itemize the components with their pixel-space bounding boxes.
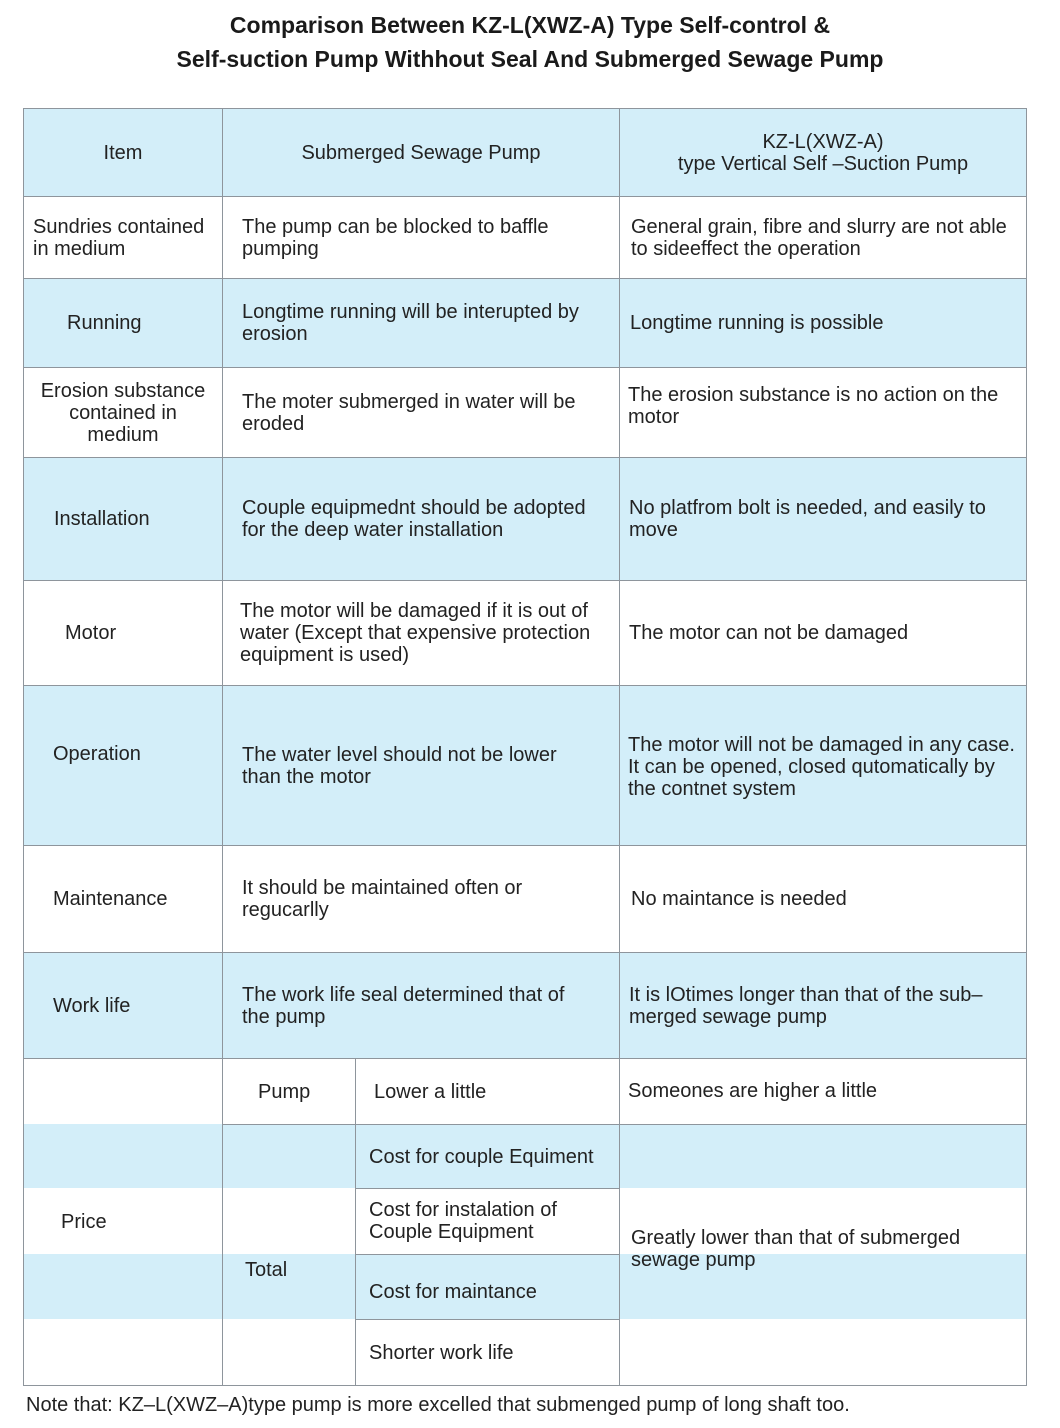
band-price-2	[23, 1254, 1027, 1319]
header-kz-line2: type Vertical Self –Suction Pump	[677, 152, 969, 175]
header-submerged: Submerged Sewage Pump	[222, 108, 620, 197]
row-erosion-submerged: The moter submerged in water will be ero…	[222, 367, 620, 458]
row-running-kz: Longtime running is possible	[619, 278, 1027, 368]
price-total-label: Total	[222, 1124, 356, 1386]
row-running-submerged: Longtime running will be interupted by e…	[222, 278, 620, 368]
row-maintenance-kz: No maintance is needed	[619, 845, 1027, 953]
price-total-item: Cost for maintance	[355, 1254, 620, 1320]
header-kz: KZ-L(XWZ-A) type Vertical Self –Suction …	[619, 108, 1027, 197]
price-total-item: Cost for instalation of Couple Equipment	[355, 1188, 620, 1255]
row-maintenance-item: Maintenance	[23, 845, 223, 953]
title-line-2: Self-suction Pump Withhout Seal And Subm…	[176, 46, 884, 72]
row-sundries-submerged: The pump can be blocked to baffle pumpin…	[222, 196, 620, 279]
band-installation	[23, 457, 1027, 580]
row-erosion-kz: The erosion substance is no action on th…	[619, 367, 1027, 458]
price-item: Price	[23, 1058, 223, 1386]
row-sundries-kz: General grain, fibre and slurry are not …	[619, 196, 1027, 279]
price-pump-label: Pump	[222, 1058, 356, 1125]
band-price-1	[23, 1124, 1027, 1188]
row-motor-kz: The motor can not be damaged	[619, 580, 1027, 686]
band-work-life	[23, 952, 1027, 1058]
row-erosion-item: Erosion substance contained in medium	[23, 367, 223, 458]
price-pump-kz: Someones are higher a little	[619, 1058, 1027, 1125]
band-header	[23, 108, 1027, 196]
row-operation-item: Operation	[23, 685, 223, 846]
row-running-item: Running	[23, 278, 223, 368]
row-motor-item: Motor	[23, 580, 223, 686]
price-total-item: Cost for couple Equiment	[355, 1124, 620, 1189]
row-work-life-kz: It is lOtimes longer than that of the su…	[619, 952, 1027, 1059]
header-item: Item	[23, 108, 223, 197]
row-operation-kz: The motor will not be damaged in any cas…	[619, 685, 1027, 846]
row-installation-item: Installation	[23, 457, 223, 581]
row-work-life-submerged: The work life seal determined that of th…	[222, 952, 620, 1059]
row-installation-submerged: Couple equipmednt should be adopted for …	[222, 457, 620, 581]
price-total-item: Shorter work life	[355, 1319, 620, 1386]
price-pump-submerged: Lower a little	[355, 1058, 620, 1125]
row-installation-kz: No platfrom bolt is needed, and easily t…	[619, 457, 1027, 581]
row-operation-submerged: The water level should not be lower than…	[222, 685, 620, 846]
band-operation	[23, 685, 1027, 845]
header-kz-line1: KZ-L(XWZ-A)	[762, 130, 884, 153]
title-line-1: Comparison Between KZ-L(XWZ-A) Type Self…	[229, 12, 831, 38]
row-sundries-item: Sundries contained in medium	[23, 196, 223, 279]
band-running	[23, 278, 1027, 367]
footnote: Note that: KZ–L(XWZ–A)type pump is more …	[26, 1394, 850, 1416]
row-motor-submerged: The motor will be damaged if it is out o…	[222, 580, 620, 686]
price-total-kz: Greatly lower than that of submerged sew…	[619, 1124, 1027, 1386]
row-work-life-item: Work life	[23, 952, 223, 1059]
row-maintenance-submerged: It should be maintained often or regucar…	[222, 845, 620, 953]
